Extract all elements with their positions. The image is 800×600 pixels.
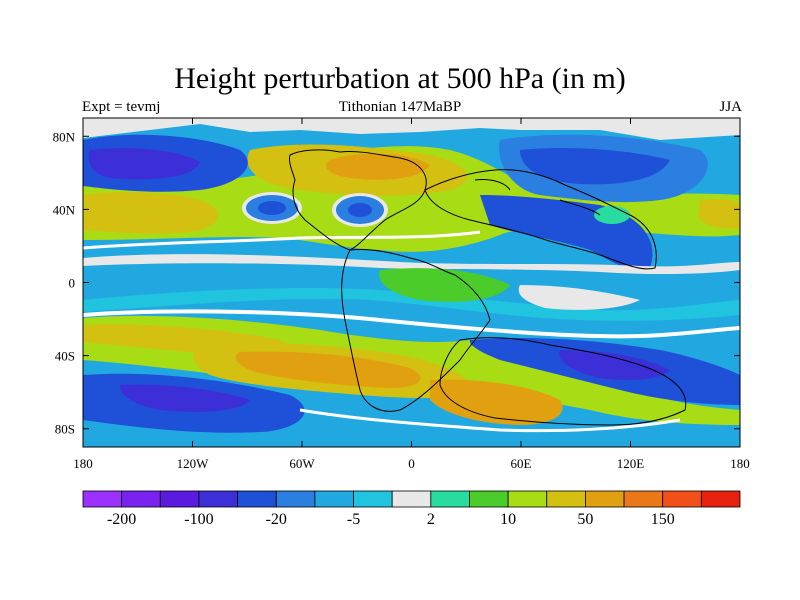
colorbar-swatch bbox=[198, 490, 238, 508]
north-america-outline bbox=[289, 149, 427, 251]
colorbar-swatch bbox=[469, 490, 509, 508]
southern-ocean-low-core bbox=[559, 350, 670, 380]
south-atlantic-high-core bbox=[235, 351, 421, 388]
y-tick-label: 0 bbox=[69, 276, 76, 291]
x-tick-label: 60E bbox=[511, 456, 532, 471]
colorbar-swatch bbox=[662, 490, 702, 508]
colorbar-swatch bbox=[623, 490, 664, 508]
colorbar-swatch bbox=[314, 490, 354, 508]
y-tick-label: 40N bbox=[53, 202, 76, 217]
coastline-2 bbox=[559, 199, 601, 216]
north-pacific-low-core bbox=[88, 148, 200, 180]
colorbar-swatch bbox=[700, 490, 741, 508]
colorbar-label: 10 bbox=[500, 511, 516, 528]
y-tick-label: 40S bbox=[55, 349, 75, 364]
period-label: Tithonian 147MaBP bbox=[338, 99, 462, 115]
colorbar-label: -5 bbox=[347, 511, 360, 528]
colorbar-label: 2 bbox=[427, 511, 435, 528]
colorbar-swatch bbox=[585, 490, 625, 508]
x-tick-label: 120E bbox=[617, 456, 645, 471]
pacific-high bbox=[83, 192, 219, 234]
south-america-africa-outline bbox=[341, 249, 491, 412]
colorbar-label: 150 bbox=[651, 511, 675, 528]
cutoff-low-east-core bbox=[348, 203, 372, 217]
eurasia-outline bbox=[424, 169, 657, 270]
colorbar-label: -200 bbox=[107, 511, 136, 528]
arctic-neutral-band bbox=[83, 118, 740, 140]
colorbar-swatch bbox=[275, 490, 316, 508]
colorbar-swatch bbox=[391, 490, 432, 508]
colorbar-swatch bbox=[507, 490, 548, 508]
colorbar-swatch bbox=[353, 490, 393, 508]
coastline-1 bbox=[474, 179, 511, 191]
indian-neutral bbox=[518, 285, 640, 310]
chart-title: Height perturbation at 500 hPa (in m) bbox=[174, 62, 626, 95]
colorbar: -200 -100 -20 -5 2 10 50 150 bbox=[82, 490, 741, 528]
colorbar-swatch bbox=[546, 490, 586, 508]
white-contour-north bbox=[83, 230, 481, 250]
south-american-high bbox=[379, 268, 510, 302]
x-tick-label: 60W bbox=[289, 456, 315, 471]
colorbar-swatch bbox=[430, 490, 470, 508]
white-contour-south bbox=[83, 309, 740, 339]
y-tick-label: 80S bbox=[55, 422, 75, 437]
gondwana-outline bbox=[439, 337, 687, 426]
south-pacific-low-core bbox=[119, 384, 250, 412]
colorbar-swatch bbox=[121, 490, 161, 508]
colorbar-swatch bbox=[159, 490, 200, 508]
continent-outlines bbox=[289, 149, 687, 426]
south-indian-high bbox=[430, 379, 563, 425]
colorbar-label: -20 bbox=[266, 511, 287, 528]
tropical-neutral-band-north bbox=[83, 254, 740, 275]
tropical-band bbox=[83, 288, 740, 321]
y-tick-label: 80N bbox=[53, 129, 76, 144]
colorbar-swatch bbox=[82, 490, 123, 508]
experiment-label: Expt = tevmj bbox=[82, 99, 161, 115]
axis-ticks: 180 120W 60W 0 60E 120E 180 80N 40N 0 40S 80S bbox=[53, 118, 750, 471]
x-tick-label: 180 bbox=[730, 456, 750, 471]
x-tick-label: 120W bbox=[177, 456, 210, 471]
eurasian-low-core bbox=[520, 148, 670, 185]
colorbar-swatch bbox=[237, 490, 277, 508]
x-tick-label: 0 bbox=[408, 456, 415, 471]
east-edge-high bbox=[698, 199, 740, 229]
x-tick-label: 180 bbox=[73, 456, 93, 471]
colorbar-label: 50 bbox=[577, 511, 593, 528]
northern-high-center bbox=[326, 153, 430, 180]
cutoff-low-west-core bbox=[258, 201, 286, 215]
map-field bbox=[83, 118, 740, 447]
white-contour-far-south bbox=[299, 408, 681, 433]
season-label: JJA bbox=[719, 99, 742, 115]
colorbar-label: -100 bbox=[184, 511, 213, 528]
